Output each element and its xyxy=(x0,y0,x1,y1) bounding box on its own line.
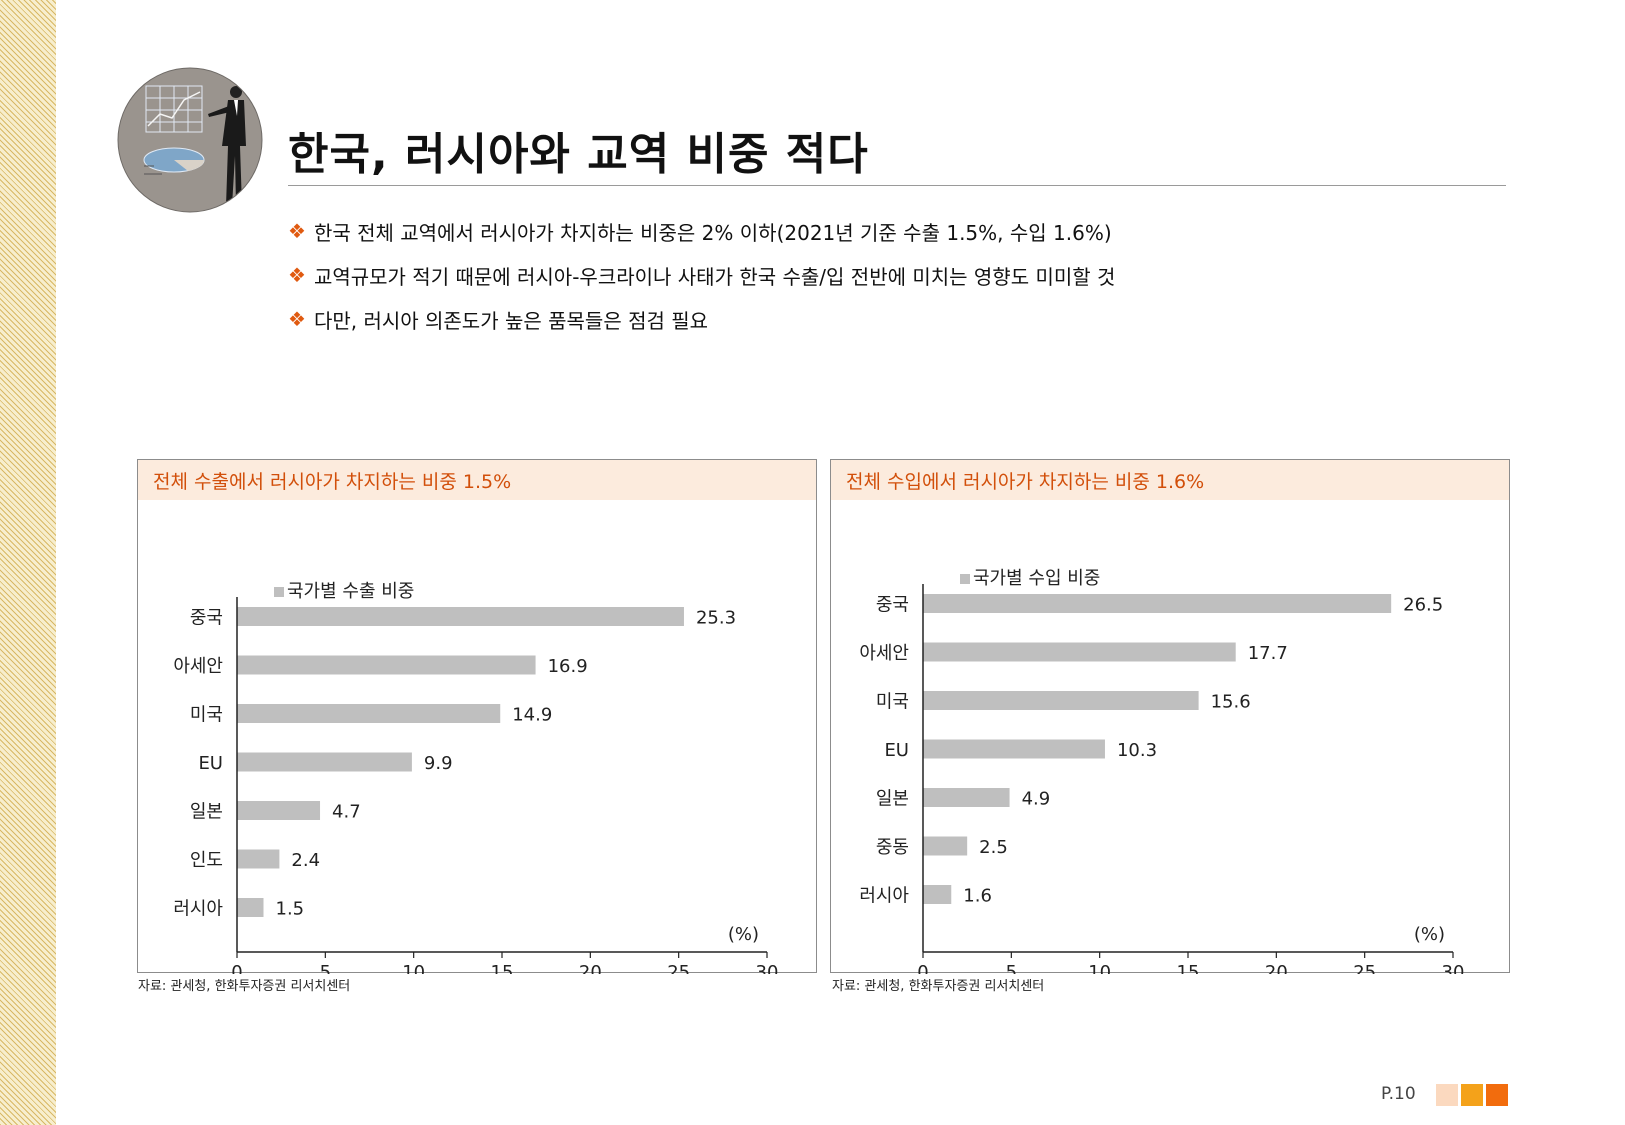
legend-swatch xyxy=(960,574,970,584)
diamond-ornament-icon: ❖ xyxy=(288,307,306,331)
bar xyxy=(237,898,264,917)
value-label: 2.5 xyxy=(979,837,1008,858)
page-number: P.10 xyxy=(1381,1084,1416,1104)
category-label: 일본 xyxy=(190,802,223,823)
category-label: 러시아 xyxy=(173,899,223,920)
bar xyxy=(923,836,968,856)
source-note: 자료: 관세청, 한화투자증권 리서치센터 xyxy=(832,979,1045,994)
x-tick-label: 15 xyxy=(1177,962,1200,974)
x-tick-label: 30 xyxy=(756,962,779,974)
page-indicator-square xyxy=(1486,1084,1508,1106)
bar xyxy=(237,704,501,723)
page-title: 한국, 러시아와 교역 비중 적다 xyxy=(288,129,869,180)
bar xyxy=(923,739,1105,759)
category-label: EU xyxy=(198,753,223,774)
value-label: 25.3 xyxy=(696,608,736,629)
x-tick-label: 5 xyxy=(1006,962,1017,974)
x-tick-label: 0 xyxy=(231,962,242,974)
value-label: 10.3 xyxy=(1117,740,1157,761)
title-divider xyxy=(288,185,1506,186)
x-tick-label: 5 xyxy=(320,962,331,974)
bullet-text: 교역규모가 적기 때문에 러시아-우크라이나 사태가 한국 수출/입 전반에 미… xyxy=(313,264,1116,289)
page-indicator-square xyxy=(1461,1084,1483,1106)
value-label: 2.4 xyxy=(291,850,320,871)
x-tick-label: 0 xyxy=(917,962,928,974)
bar xyxy=(923,594,1392,613)
bar xyxy=(923,788,1010,807)
value-label: 4.7 xyxy=(332,802,361,823)
legend-label: 국가별 수출 비중 xyxy=(287,581,414,602)
presenter-chart-illustration xyxy=(117,67,263,213)
x-tick-label: 10 xyxy=(1088,962,1111,974)
value-label: 1.6 xyxy=(963,886,992,907)
category-label: 아세안 xyxy=(173,656,223,677)
category-label: EU xyxy=(884,740,909,761)
panel-header: 전체 수출에서 러시아가 차지하는 비중 1.5% xyxy=(138,460,816,500)
bar xyxy=(237,607,684,626)
value-label: 1.5 xyxy=(276,899,305,920)
x-tick-label: 15 xyxy=(491,962,514,974)
legend-label: 국가별 수입 비중 xyxy=(973,568,1100,589)
value-label: 9.9 xyxy=(424,753,453,774)
value-label: 4.9 xyxy=(1022,789,1051,810)
diamond-ornament-icon: ❖ xyxy=(288,263,306,287)
x-tick-label: 25 xyxy=(667,962,690,974)
bar xyxy=(923,885,952,904)
category-label: 일본 xyxy=(876,789,909,810)
category-label: 중동 xyxy=(876,837,909,858)
page-indicator-square xyxy=(1436,1084,1458,1106)
category-label: 인도 xyxy=(190,850,223,871)
bullet-item: ❖ 교역규모가 적기 때문에 러시아-우크라이나 사태가 한국 수출/입 전반에… xyxy=(288,253,1115,297)
value-label: 14.9 xyxy=(512,705,552,726)
category-label: 미국 xyxy=(190,705,223,726)
category-label: 러시아 xyxy=(859,886,909,907)
x-tick-label: 10 xyxy=(402,962,425,974)
value-label: 17.7 xyxy=(1248,643,1288,664)
value-label: 16.9 xyxy=(548,656,588,677)
legend-swatch xyxy=(274,587,284,597)
bullet-item: ❖ 한국 전체 교역에서 러시아가 차지하는 비중은 2% 이하(2021년 기… xyxy=(288,209,1115,253)
bullet-item: ❖ 다만, 러시아 의존도가 높은 품목들은 점검 필요 xyxy=(288,297,1115,341)
bar xyxy=(237,655,536,675)
category-label: 미국 xyxy=(876,692,909,713)
category-label: 중국 xyxy=(876,595,909,616)
value-label: 15.6 xyxy=(1211,692,1251,713)
decorative-side-strip xyxy=(0,0,56,1125)
category-label: 중국 xyxy=(190,608,223,629)
diamond-ornament-icon: ❖ xyxy=(288,219,306,243)
x-tick-label: 30 xyxy=(1442,962,1465,974)
bullet-text: 한국 전체 교역에서 러시아가 차지하는 비중은 2% 이하(2021년 기준 … xyxy=(313,220,1112,245)
bar xyxy=(923,691,1199,710)
bullet-text: 다만, 러시아 의존도가 높은 품목들은 점검 필요 xyxy=(313,308,709,333)
bar xyxy=(237,752,412,772)
unit-label: (%) xyxy=(728,924,759,945)
bar xyxy=(237,849,280,869)
unit-label: (%) xyxy=(1414,924,1445,945)
bullet-list: ❖ 한국 전체 교역에서 러시아가 차지하는 비중은 2% 이하(2021년 기… xyxy=(288,209,1115,341)
bar xyxy=(923,642,1236,662)
x-tick-label: 20 xyxy=(1265,962,1288,974)
bar xyxy=(237,801,321,820)
x-tick-label: 25 xyxy=(1353,962,1376,974)
panel-header: 전체 수입에서 러시아가 차지하는 비중 1.6% xyxy=(831,460,1509,500)
value-label: 26.5 xyxy=(1403,595,1443,616)
x-tick-label: 20 xyxy=(579,962,602,974)
source-note: 자료: 관세청, 한화투자증권 리서치센터 xyxy=(138,979,351,994)
category-label: 아세안 xyxy=(859,643,909,664)
